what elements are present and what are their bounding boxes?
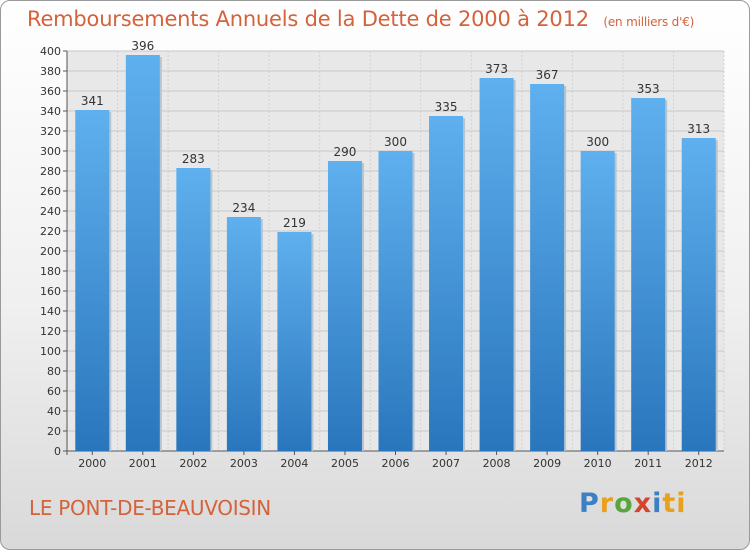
x-tick-label: 2001 <box>129 457 157 470</box>
y-tick-label: 80 <box>47 365 61 378</box>
bar <box>125 55 160 451</box>
bar <box>631 98 666 451</box>
logo-letter: o <box>614 488 634 519</box>
logo-letter: x <box>633 488 653 519</box>
bar <box>530 84 565 451</box>
y-tick-label: 240 <box>40 205 61 218</box>
data-label: 234 <box>232 201 255 215</box>
y-tick-label: 380 <box>40 65 61 78</box>
x-tick-label: 2004 <box>280 457 308 470</box>
y-tick-label: 360 <box>40 85 61 98</box>
x-tick-label: 2011 <box>634 457 662 470</box>
x-tick-label: 2002 <box>179 457 207 470</box>
data-label: 353 <box>637 82 660 96</box>
data-label: 300 <box>586 135 609 149</box>
y-tick-label: 140 <box>40 305 61 318</box>
data-label: 290 <box>334 145 357 159</box>
y-tick-label: 40 <box>47 405 61 418</box>
logo-letter: P <box>579 488 600 519</box>
y-tick-label: 160 <box>40 285 61 298</box>
y-tick-label: 200 <box>40 245 61 258</box>
data-label: 341 <box>81 94 104 108</box>
y-tick-label: 0 <box>54 445 61 458</box>
bar <box>479 78 514 451</box>
logo-letter: i <box>652 488 663 519</box>
data-labels: 341 396 283 234 219 290 300 335 373 367 300 353 313 <box>81 39 710 230</box>
data-label: 219 <box>283 216 306 230</box>
x-tick-label: 2008 <box>483 457 511 470</box>
y-tick-label: 20 <box>47 425 61 438</box>
x-tick-label: 2007 <box>432 457 460 470</box>
bars <box>75 55 718 451</box>
proxiti-logo: Proxiti <box>579 488 687 519</box>
axes: 0 20 40 60 80 100 120 140 160 180 200 220 240 260 280 3… <box>40 45 724 470</box>
y-tick-label: 320 <box>40 125 61 138</box>
data-label: 373 <box>485 62 508 76</box>
y-tick-label: 300 <box>40 145 61 158</box>
data-label: 300 <box>384 135 407 149</box>
x-tick-label: 2009 <box>533 457 561 470</box>
x-tick-label: 2010 <box>584 457 612 470</box>
data-label: 313 <box>687 122 710 136</box>
bar <box>681 138 716 451</box>
chart-unit: (en milliers d'€) <box>603 15 695 29</box>
data-label: 283 <box>182 152 205 166</box>
y-tick-label: 340 <box>40 105 61 118</box>
y-tick-label: 120 <box>40 325 61 338</box>
y-tick-label: 280 <box>40 165 61 178</box>
bar <box>226 217 261 451</box>
data-label: 396 <box>131 39 154 53</box>
x-tick-label: 2005 <box>331 457 359 470</box>
bar <box>75 110 110 451</box>
x-tick-label: 2000 <box>78 457 106 470</box>
chart-title: Remboursements Annuels de la Dette de 20… <box>27 7 694 31</box>
y-tick-label: 60 <box>47 385 61 398</box>
chart-title-text: Remboursements Annuels de la Dette de 20… <box>27 7 589 31</box>
commune-name: LE PONT-DE-BEAUVOISIN <box>29 496 271 520</box>
bar <box>429 116 464 451</box>
x-tick-label: 2003 <box>230 457 258 470</box>
logo-letter: r <box>599 488 615 519</box>
x-tick-label: 2006 <box>382 457 410 470</box>
y-tick-label: 100 <box>40 345 61 358</box>
y-tick-label: 220 <box>40 225 61 238</box>
x-tick-label: 2012 <box>685 457 713 470</box>
bar <box>277 232 312 451</box>
y-tick-label: 260 <box>40 185 61 198</box>
bar <box>378 151 413 451</box>
data-label: 367 <box>536 68 559 82</box>
y-tick-label: 180 <box>40 265 61 278</box>
bar <box>176 168 211 451</box>
bar <box>327 161 362 451</box>
logo-letter: ti <box>662 488 687 519</box>
bar <box>580 151 615 451</box>
y-tick-label: 400 <box>40 45 61 58</box>
data-label: 335 <box>435 100 458 114</box>
